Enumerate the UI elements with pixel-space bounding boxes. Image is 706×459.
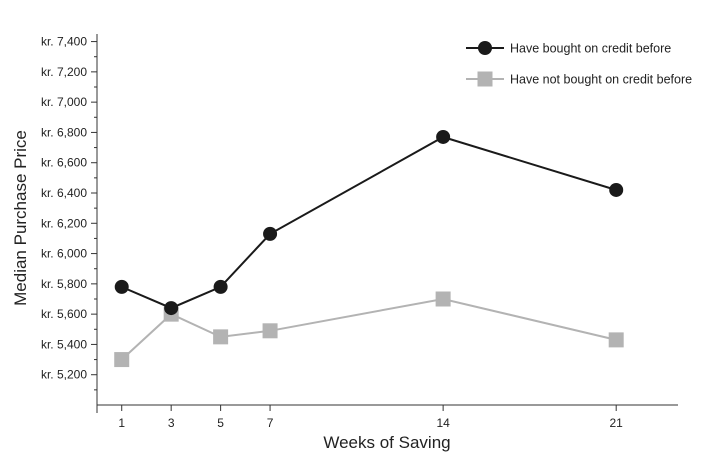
axes bbox=[96, 34, 678, 413]
data-point bbox=[213, 329, 229, 345]
x-tick-label: 3 bbox=[168, 416, 175, 430]
data-point bbox=[263, 226, 278, 241]
y-tick-label: kr. 7,400 bbox=[41, 35, 87, 49]
x-tick-label: 5 bbox=[217, 416, 224, 430]
x-axis-title: Weeks of Saving bbox=[323, 433, 450, 452]
y-tick-label: kr. 6,200 bbox=[41, 216, 87, 230]
y-axis-ticks: kr. 5,200 kr. 5,400 kr. 5,600 kr. 5,800 kr. … bbox=[41, 35, 97, 391]
y-tick-label: kr. 6,400 bbox=[41, 186, 87, 200]
legend-label: Have not bought on credit before bbox=[510, 73, 692, 87]
y-tick-label: kr. 6,000 bbox=[41, 247, 87, 261]
x-axis-ticks: 1 3 5 7 14 21 bbox=[118, 405, 623, 430]
data-point bbox=[262, 323, 278, 339]
y-tick-label: kr. 5,800 bbox=[41, 277, 87, 291]
y-tick-label: kr. 7,000 bbox=[41, 95, 87, 109]
series-layer bbox=[114, 129, 624, 368]
data-point bbox=[164, 301, 179, 316]
data-point bbox=[608, 332, 624, 348]
x-tick-label: 21 bbox=[610, 416, 624, 430]
data-point bbox=[114, 352, 130, 368]
y-tick-label: kr. 7,200 bbox=[41, 65, 87, 79]
y-tick-label: kr. 5,400 bbox=[41, 337, 87, 351]
y-tick-label: kr. 6,800 bbox=[41, 125, 87, 139]
data-point bbox=[436, 129, 451, 144]
legend-label: Have bought on credit before bbox=[510, 42, 671, 56]
data-point bbox=[213, 279, 228, 294]
y-tick-label: kr. 5,200 bbox=[41, 368, 87, 382]
legend-marker bbox=[477, 71, 493, 87]
y-tick-label: kr. 6,600 bbox=[41, 156, 87, 170]
data-point bbox=[114, 279, 129, 294]
legend-marker bbox=[478, 41, 492, 55]
legend-item-2: Have not bought on credit before bbox=[466, 71, 692, 87]
x-tick-label: 7 bbox=[267, 416, 274, 430]
series-line bbox=[121, 135, 617, 310]
legend: Have bought on credit before Have not bou… bbox=[466, 41, 692, 87]
data-point bbox=[435, 291, 451, 307]
series-1 bbox=[114, 129, 624, 316]
series-line bbox=[121, 297, 617, 361]
legend-item-1: Have bought on credit before bbox=[466, 41, 671, 56]
y-axis-title: Median Purchase Price bbox=[11, 130, 30, 306]
y-tick-label: kr. 5,600 bbox=[41, 307, 87, 321]
series-2 bbox=[114, 291, 624, 368]
x-tick-label: 1 bbox=[118, 416, 125, 430]
data-point bbox=[609, 182, 624, 197]
x-tick-label: 14 bbox=[436, 416, 450, 430]
